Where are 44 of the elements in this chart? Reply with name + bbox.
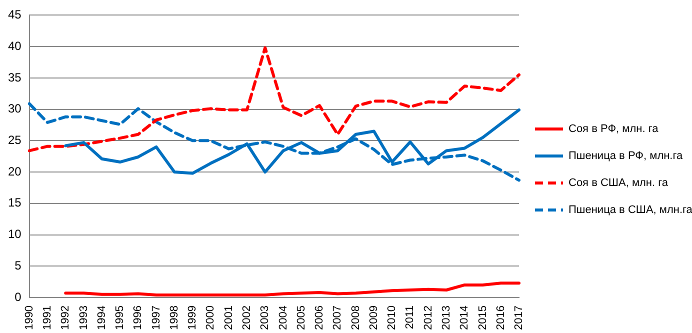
x-tick-label: 2015 bbox=[476, 306, 489, 330]
x-tick-label: 2007 bbox=[332, 306, 344, 330]
x-tick-label: 1990 bbox=[23, 306, 36, 330]
legend-label: Соя в РФ, млн. га bbox=[568, 123, 660, 136]
y-tick-label: 30 bbox=[8, 102, 22, 116]
y-tick-label: 0 bbox=[14, 290, 22, 304]
x-tick-label: 1991 bbox=[42, 306, 54, 330]
legend-label: Пшеница в США, млн.га bbox=[568, 204, 692, 216]
x-tick-label: 2000 bbox=[204, 306, 217, 330]
y-tick-label: 40 bbox=[8, 38, 22, 53]
x-tick-label: 1997 bbox=[150, 306, 162, 330]
x-tick-label: 2014 bbox=[458, 306, 471, 330]
x-tick-label: 2013 bbox=[440, 306, 452, 330]
y-tick-label: 45 bbox=[8, 8, 22, 22]
x-tick-label: 2001 bbox=[222, 306, 235, 330]
x-tick-label: 2012 bbox=[422, 306, 434, 330]
line-series bbox=[28, 102, 520, 182]
y-tick-label: 10 bbox=[8, 227, 22, 242]
x-tick-label: 1994 bbox=[96, 306, 108, 330]
x-tick-label: 2011 bbox=[404, 306, 416, 330]
x-tick-label: 1992 bbox=[60, 306, 72, 330]
y-tick-label: 5 bbox=[14, 258, 22, 272]
y-tick-label: 15 bbox=[8, 196, 22, 210]
x-tick-label: 2005 bbox=[295, 306, 308, 330]
x-tick-label: 2010 bbox=[386, 306, 398, 330]
x-tick-label: 2006 bbox=[314, 306, 326, 330]
y-tick-label: 20 bbox=[8, 164, 22, 178]
x-tick-label: 2003 bbox=[259, 306, 272, 330]
legend-label: Соя в США, млн. га bbox=[568, 177, 669, 190]
y-tick-label: 35 bbox=[8, 70, 22, 84]
x-tick-label: 1998 bbox=[168, 306, 180, 330]
x-tick-label: 1993 bbox=[78, 306, 90, 330]
x-tick-label: 2002 bbox=[241, 306, 253, 330]
x-tick-label: 2008 bbox=[350, 306, 362, 330]
x-tick-label: 2016 bbox=[494, 306, 507, 330]
line-series bbox=[28, 46, 520, 152]
legend-label: Пшеница в РФ, млн.га bbox=[568, 150, 684, 162]
x-tick-label: 1999 bbox=[186, 306, 199, 330]
x-tick-label: 1996 bbox=[132, 306, 144, 330]
x-tick-label: 1995 bbox=[114, 306, 126, 330]
x-tick-label: 2009 bbox=[368, 306, 380, 330]
x-tick-label: 2017 bbox=[513, 306, 526, 330]
y-tick-label: 25 bbox=[8, 132, 22, 147]
x-tick-label: 2004 bbox=[277, 306, 290, 330]
